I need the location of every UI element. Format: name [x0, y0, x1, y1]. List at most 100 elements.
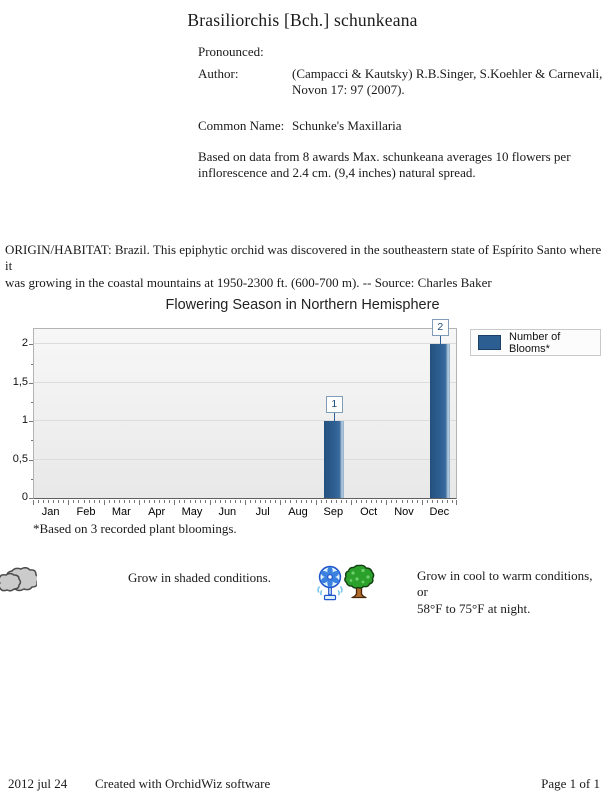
x-tick-major: [210, 500, 211, 505]
x-tick-minor: [250, 500, 251, 503]
x-tick-minor: [356, 500, 357, 503]
gridline: [34, 381, 456, 383]
x-tick-minor: [63, 500, 65, 503]
data-label-connector: [440, 336, 442, 345]
x-tick-minor: [346, 500, 347, 503]
y-tick-major: [29, 459, 33, 461]
chart-legend: Number of Blooms*: [470, 329, 601, 356]
x-tick-label: Feb: [76, 506, 96, 518]
y-tick-major: [29, 421, 33, 423]
x-tick-minor: [340, 500, 342, 503]
field-common-name: Common Name: Schunke's Maxillaria: [198, 118, 605, 134]
x-tick-minor: [154, 500, 156, 503]
x-tick-minor: [88, 500, 90, 503]
x-tick-minor: [371, 500, 373, 503]
x-tick-minor: [134, 500, 135, 503]
gridline: [34, 420, 456, 422]
x-tick-major: [139, 500, 140, 505]
footer-page-number: Page 1 of 1: [541, 776, 600, 791]
x-tick-minor: [270, 500, 272, 503]
x-tick-major: [68, 500, 69, 505]
origin-habitat-text: ORIGIN/HABITAT: Brazil. This epiphytic o…: [5, 242, 602, 290]
x-tick-minor: [48, 500, 50, 503]
x-tick-label: May: [181, 506, 203, 518]
footer-date: 2012 jul 24: [8, 776, 68, 791]
x-tick-minor: [169, 500, 171, 503]
x-tick-minor: [113, 500, 115, 503]
fan-icon: [316, 565, 344, 607]
x-tick-minor: [240, 500, 241, 503]
x-tick-minor: [300, 500, 302, 503]
page-title: Brasiliorchis [Bch.] schunkeana: [187, 10, 418, 30]
field-pronounced: Pronounced:: [198, 44, 605, 60]
x-tick-minor: [234, 500, 236, 503]
x-tick-major: [351, 500, 352, 505]
gridline: [34, 343, 456, 345]
x-tick-minor: [98, 500, 100, 503]
clouds-icon: [0, 566, 40, 606]
x-tick-minor: [204, 500, 206, 503]
x-tick-label: Sep: [323, 506, 344, 518]
award-summary-text: Based on data from 8 awards Max. schunke…: [198, 149, 571, 181]
x-tick-minor: [290, 500, 292, 503]
chart-y-ticks: [29, 328, 33, 499]
data-label: 1: [325, 396, 343, 414]
x-tick-minor: [361, 500, 363, 503]
x-tick-minor: [164, 500, 166, 503]
x-tick-minor: [416, 500, 418, 503]
x-tick-minor: [441, 500, 443, 503]
x-tick-label: Dec: [429, 506, 450, 518]
x-tick-minor: [194, 500, 196, 503]
x-tick-minor: [391, 500, 393, 503]
gridline: [34, 458, 456, 460]
x-tick-minor: [285, 500, 287, 503]
x-tick-minor: [159, 500, 161, 503]
author-value: (Campacci & Kautsky) R.B.Singer, S.Koehl…: [292, 66, 603, 97]
x-tick-minor: [426, 500, 428, 503]
x-tick-minor: [108, 500, 110, 503]
y-tick-minor: [31, 401, 33, 403]
y-tick-minor: [31, 478, 33, 480]
x-tick-minor: [199, 500, 201, 503]
x-tick-minor: [123, 500, 125, 503]
x-tick-minor: [219, 500, 221, 503]
x-tick-label: Jan: [41, 506, 60, 518]
chart-x-ticks: [33, 500, 457, 506]
x-tick-minor: [406, 500, 408, 503]
x-tick-major: [33, 500, 34, 505]
x-tick-minor: [118, 500, 120, 503]
x-tick-major: [104, 500, 105, 505]
x-tick-minor: [431, 500, 433, 503]
tree-icon: [343, 564, 375, 606]
y-tick-minor: [31, 440, 33, 442]
x-tick-minor: [214, 500, 216, 503]
pronounced-label: Pronounced:: [198, 44, 264, 59]
x-tick-major: [316, 500, 317, 505]
x-tick-minor: [330, 500, 332, 503]
x-tick-major: [456, 500, 457, 505]
x-tick-minor: [396, 500, 398, 503]
common-name-value: Schunke's Maxillaria: [292, 118, 402, 133]
x-tick-minor: [43, 500, 45, 503]
x-tick-minor: [255, 500, 257, 503]
x-tick-minor: [144, 500, 145, 503]
x-tick-minor: [78, 500, 80, 503]
x-tick-major: [174, 500, 175, 505]
x-tick-label: Aug: [288, 506, 308, 518]
temperature-conditions-text: Grow in cool to warm conditions, or 58°F…: [417, 568, 593, 616]
x-tick-minor: [128, 500, 130, 503]
x-tick-minor: [260, 500, 262, 503]
x-tick-minor: [335, 500, 337, 503]
x-tick-minor: [93, 500, 95, 503]
chart-x-labels: Jan Feb Mar Apr May Jun Jul Aug Sep Oct Nov Dec: [33, 506, 457, 520]
x-tick-label: Jun: [218, 506, 237, 518]
x-tick-minor: [452, 500, 453, 503]
x-tick-minor: [265, 500, 267, 503]
y-tick-label: 2: [21, 337, 28, 350]
x-tick-minor: [325, 500, 327, 503]
data-label: 2: [431, 319, 449, 337]
shade-conditions-text: Grow in shaded conditions.: [128, 570, 271, 585]
x-tick-minor: [366, 500, 368, 503]
x-tick-minor: [73, 500, 75, 503]
